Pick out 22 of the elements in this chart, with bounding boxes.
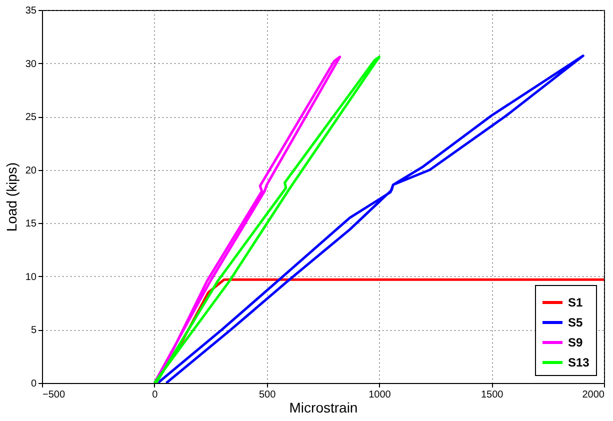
- line-series: [153, 56, 342, 383]
- y-axis-title: Load (kips): [3, 162, 20, 232]
- x-tick-label: 1000: [368, 390, 392, 400]
- y-tick-label: 10: [25, 272, 37, 283]
- y-tick-label: 0: [30, 378, 37, 390]
- y-tick-label: 35: [25, 6, 37, 16]
- y-tick-label: 15: [25, 218, 37, 230]
- legend-label: S13: [568, 356, 590, 370]
- x-tick-label: 2000: [582, 390, 605, 400]
- legend-label: S1: [568, 296, 584, 310]
- legend-label: S5: [568, 316, 584, 330]
- x-tick-label: 500: [258, 390, 276, 400]
- y-tick-label: 20: [25, 165, 37, 176]
- y-tick-label: 5: [30, 325, 37, 336]
- line-series: [153, 56, 380, 383]
- y-tick-label: 25: [25, 112, 37, 124]
- x-tick-label: 0: [152, 390, 158, 400]
- x-tick-label: 1500: [480, 390, 504, 400]
- x-tick-label: −500: [42, 390, 66, 400]
- y-tick-label: 30: [25, 58, 37, 70]
- x-axis-title: Microstrain: [289, 400, 358, 416]
- legend-label: S9: [568, 336, 584, 350]
